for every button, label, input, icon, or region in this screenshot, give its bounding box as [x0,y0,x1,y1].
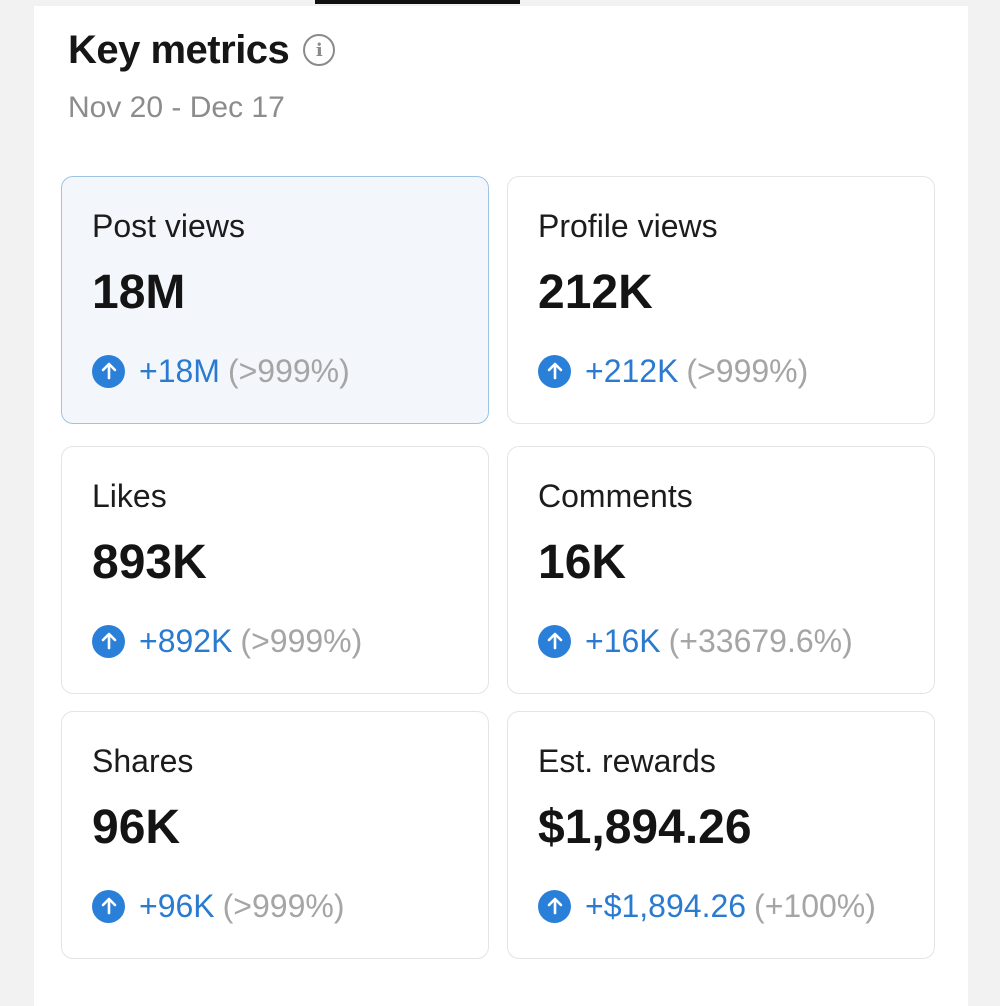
metric-value: 16K [538,536,627,589]
key-metrics-panel: Key metrics i Nov 20 - Dec 17 Post views… [34,6,968,1006]
metric-card-comments[interactable]: Comments 16K +16K (+33679.6%) [507,446,935,694]
metric-value: $1,894.26 [538,801,752,854]
metric-value: 893K [92,536,207,589]
metric-card-likes[interactable]: Likes 893K +892K (>999%) [61,446,489,694]
top-handle [315,0,520,4]
change-percent: (>999%) [222,888,345,924]
change-value: +212K [585,353,679,389]
metric-label: Shares [92,743,194,779]
metric-card-est-rewards[interactable]: Est. rewards $1,894.26 +$1,894.26 (+100%… [507,711,935,959]
metric-label: Est. rewards [538,743,716,779]
metric-label: Post views [92,208,245,244]
metric-change: +$1,894.26 (+100%) [538,886,876,926]
change-value: +$1,894.26 [585,888,747,924]
change-percent: (>999%) [686,353,809,389]
metric-card-profile-views[interactable]: Profile views 212K +212K (>999%) [507,176,935,424]
arrow-up-icon [538,624,571,658]
metric-value: 96K [92,801,181,854]
metric-label: Profile views [538,208,718,244]
change-percent: (+100%) [754,888,876,924]
change-percent: (+33679.6%) [668,623,853,659]
info-icon[interactable]: i [303,34,336,66]
metric-value: 18M [92,266,186,319]
metric-change: +96K (>999%) [92,886,344,926]
change-value: +16K [585,623,661,659]
page-title: Key metrics [68,28,290,72]
metric-card-post-views[interactable]: Post views 18M +18M (>999%) [61,176,489,424]
metric-change: +16K (+33679.6%) [538,621,853,661]
metric-card-shares[interactable]: Shares 96K +96K (>999%) [61,711,489,959]
change-percent: (>999%) [240,623,363,659]
arrow-up-icon [92,624,125,658]
arrow-up-icon [538,354,571,388]
change-value: +18M [139,353,220,389]
metric-change: +18M (>999%) [92,351,350,391]
header: Key metrics i Nov 20 - Dec 17 [68,26,336,126]
title-row: Key metrics i [68,26,336,74]
date-range[interactable]: Nov 20 - Dec 17 [68,91,285,124]
change-value: +892K [139,623,233,659]
arrow-up-icon [92,889,125,923]
metric-value: 212K [538,266,653,319]
metric-label: Comments [538,478,693,514]
arrow-up-icon [92,354,125,388]
metric-change: +212K (>999%) [538,351,808,391]
metric-label: Likes [92,478,167,514]
metric-change: +892K (>999%) [92,621,362,661]
change-percent: (>999%) [227,353,350,389]
change-value: +96K [139,888,215,924]
arrow-up-icon [538,889,571,923]
